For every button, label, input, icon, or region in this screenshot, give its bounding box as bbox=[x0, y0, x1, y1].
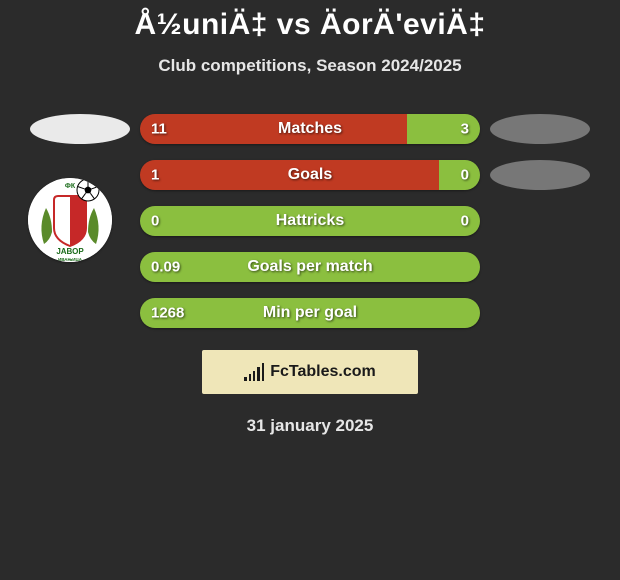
banner-bar bbox=[257, 367, 259, 381]
bar-seg-left bbox=[140, 114, 407, 144]
right-oval bbox=[490, 160, 590, 190]
svg-text:ЈАВОР: ЈАВОР bbox=[56, 247, 84, 256]
stat-bar: Hattricks00 bbox=[140, 206, 480, 236]
stat-bar: Goals10 bbox=[140, 160, 480, 190]
banner-bar bbox=[253, 371, 255, 381]
banner-bar bbox=[249, 374, 251, 381]
bar-seg-right bbox=[439, 160, 480, 190]
page-title: Å½uniÄ‡ vs ÄorÄ'eviÄ‡ bbox=[0, 0, 620, 42]
stat-row: Matches113 bbox=[0, 114, 620, 144]
page-root: Å½uniÄ‡ vs ÄorÄ'eviÄ‡ Club competitions,… bbox=[0, 0, 620, 580]
bar-seg-left bbox=[140, 160, 439, 190]
club-badge: ФК ЈАВОР ИВАЊИЦА bbox=[28, 178, 112, 262]
banner-bar bbox=[244, 377, 246, 381]
svg-text:ФК: ФК bbox=[65, 183, 76, 190]
stat-bar: Matches113 bbox=[140, 114, 480, 144]
bar-seg-full bbox=[140, 252, 480, 282]
page-subtitle: Club competitions, Season 2024/2025 bbox=[0, 56, 620, 76]
bar-seg-full bbox=[140, 298, 480, 328]
stat-row: Goals per match0.09 bbox=[0, 252, 620, 282]
stat-bar: Goals per match0.09 bbox=[140, 252, 480, 282]
banner-bar bbox=[262, 363, 264, 381]
stat-bar: Min per goal1268 bbox=[140, 298, 480, 328]
bar-seg-right bbox=[407, 114, 480, 144]
right-oval bbox=[490, 114, 590, 144]
stat-row: Min per goal1268 bbox=[0, 298, 620, 328]
club-badge-svg: ФК ЈАВОР ИВАЊИЦА bbox=[28, 178, 112, 262]
banner-text: FcTables.com bbox=[270, 363, 376, 381]
bar-seg-full bbox=[140, 206, 480, 236]
footer-date: 31 january 2025 bbox=[0, 416, 620, 436]
fctables-banner: FcTables.com bbox=[202, 350, 418, 394]
left-oval bbox=[30, 114, 130, 144]
banner-bars-icon bbox=[244, 363, 264, 381]
